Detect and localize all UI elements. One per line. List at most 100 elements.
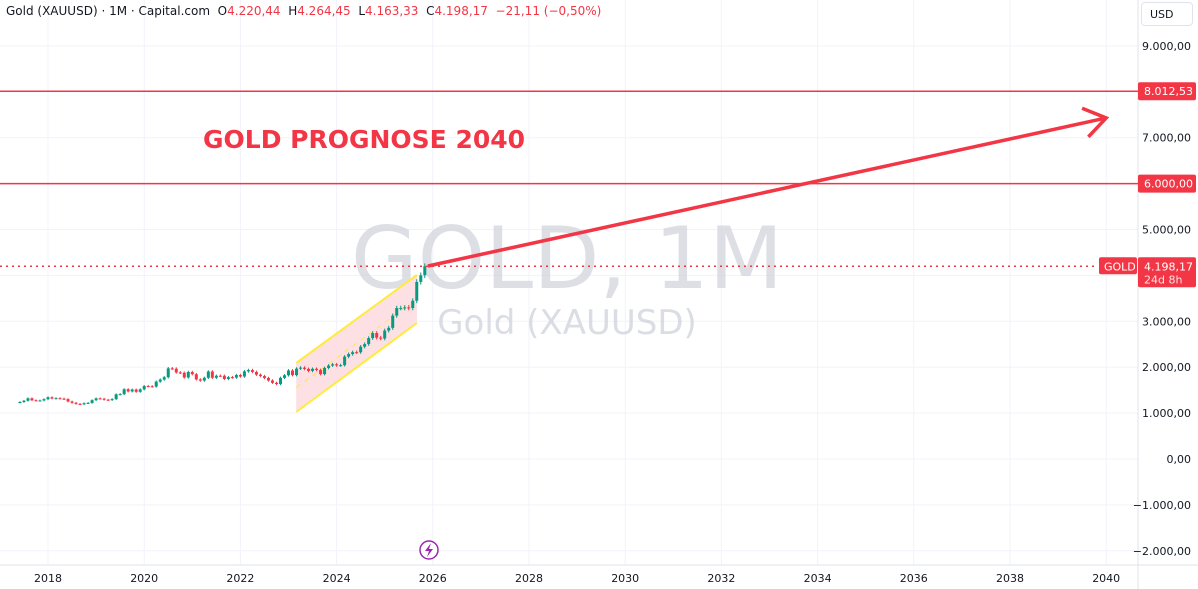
symbol-info[interactable]: Gold (XAUUSD) · 1M · Capital.com <box>6 4 211 18</box>
price-label-bg <box>1138 174 1196 193</box>
candle <box>130 389 134 392</box>
x-tick-label: 2024 <box>323 572 351 585</box>
candle <box>278 377 282 385</box>
candle <box>387 327 391 331</box>
candle <box>62 398 66 400</box>
candle <box>258 374 262 377</box>
y-tick-label: 0,00 <box>1167 453 1192 466</box>
high-label: H <box>288 4 298 18</box>
currency-button[interactable]: USD <box>1141 2 1193 26</box>
candle <box>74 402 78 404</box>
channel-lower-line <box>295 322 418 413</box>
candle <box>26 398 30 401</box>
candle <box>307 368 311 371</box>
y-tick-label: 5.000,00 <box>1142 224 1191 237</box>
candle <box>150 386 154 388</box>
high-value: 4.264,45 <box>297 4 351 18</box>
candle <box>194 374 198 380</box>
candle <box>242 371 246 377</box>
candle <box>82 403 86 405</box>
candle <box>186 372 190 378</box>
candle <box>98 398 102 400</box>
candle <box>154 381 158 387</box>
candle <box>18 401 22 403</box>
candle <box>291 370 295 376</box>
candle <box>270 380 274 383</box>
candle <box>182 372 186 378</box>
candle <box>190 372 194 375</box>
candle <box>323 367 327 375</box>
candle <box>395 308 399 316</box>
candle <box>327 365 331 368</box>
countdown-label: 24d 8h <box>1144 273 1182 286</box>
candle <box>126 389 130 392</box>
channel-upper-line <box>295 274 418 364</box>
low-label: L <box>358 4 365 18</box>
candle <box>238 375 242 377</box>
y-tick-label: 3.000,00 <box>1142 315 1191 328</box>
x-tick-label: 2038 <box>996 572 1024 585</box>
candle <box>118 394 122 396</box>
lightning-glyph-icon <box>425 543 433 557</box>
candle <box>34 400 38 402</box>
change-value: −21,11 (−0,50%) <box>495 4 602 18</box>
candle <box>254 371 258 375</box>
open-label: O <box>217 4 228 18</box>
candle <box>383 330 387 339</box>
candle <box>379 337 383 339</box>
low-value: 4.163,33 <box>365 4 419 18</box>
x-tick-label: 2032 <box>707 572 735 585</box>
candle <box>30 398 34 401</box>
candle <box>110 399 114 401</box>
candle <box>299 367 303 369</box>
x-tick-label: 2020 <box>130 572 158 585</box>
candle <box>50 397 54 399</box>
candle <box>411 300 415 308</box>
last-price-label: 4.198,17 <box>1144 260 1193 273</box>
candle <box>206 371 210 378</box>
candle <box>274 382 278 385</box>
x-tick-label: 2030 <box>611 572 639 585</box>
candle <box>423 266 427 276</box>
forecast-arrow <box>427 116 1107 268</box>
x-tick-label: 2018 <box>34 572 62 585</box>
candle <box>162 377 166 380</box>
candle <box>222 375 226 379</box>
close-label: C <box>426 4 435 18</box>
candle <box>134 389 138 392</box>
candle <box>287 370 290 376</box>
candle <box>86 402 90 404</box>
candle <box>198 379 202 381</box>
candle <box>234 375 238 378</box>
arrow-head-icon <box>1081 106 1110 139</box>
candle <box>202 377 206 381</box>
candle <box>246 370 250 372</box>
candle <box>114 394 118 400</box>
candle <box>170 368 174 370</box>
candle <box>303 367 307 369</box>
candle <box>78 403 82 405</box>
candle <box>375 333 379 338</box>
candle <box>343 356 347 366</box>
candle <box>46 397 50 400</box>
candle <box>339 365 343 367</box>
x-tick-label: 2040 <box>1092 572 1120 585</box>
candle <box>355 352 359 354</box>
last-price-bg <box>1138 257 1196 288</box>
candle <box>218 375 222 377</box>
x-tick-label: 2022 <box>226 572 254 585</box>
x-tick-label: 2028 <box>515 572 543 585</box>
candle <box>295 368 299 376</box>
candle <box>419 275 423 282</box>
watermark-title: GOLD, 1M <box>351 209 783 309</box>
candle <box>214 375 218 378</box>
candle <box>282 375 286 378</box>
candle <box>311 368 315 371</box>
x-tick-label: 2036 <box>900 572 928 585</box>
price-label: 6.000,00 <box>1144 178 1193 191</box>
y-tick-label: 7.000,00 <box>1142 132 1191 145</box>
candle <box>367 338 371 345</box>
candle <box>66 399 70 402</box>
